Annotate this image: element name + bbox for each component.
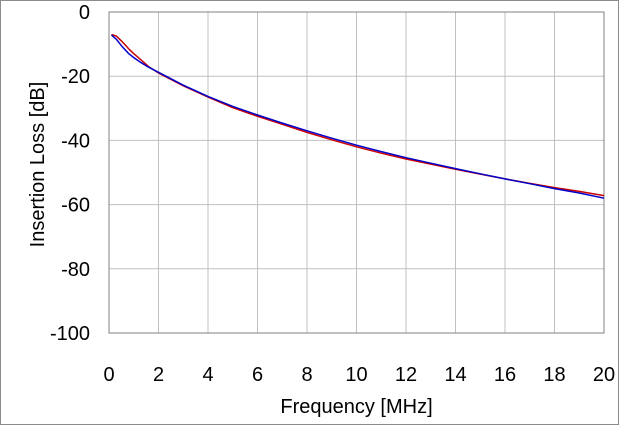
- y-tick-label: -40: [61, 130, 90, 152]
- series-line-2: [111, 34, 605, 199]
- x-tick-label: 20: [593, 364, 615, 386]
- grid: [108, 11, 605, 334]
- series-group: [111, 33, 605, 199]
- y-tick-label: -60: [61, 195, 90, 217]
- x-tick-label: 8: [301, 364, 312, 386]
- y-tick-label: 0: [79, 2, 90, 24]
- series-line-1: [111, 33, 605, 197]
- x-tick-label: 12: [395, 364, 417, 386]
- x-tick-label: 18: [543, 364, 565, 386]
- y-tick-label: -20: [61, 66, 90, 88]
- x-tick-label: 4: [202, 364, 213, 386]
- x-tick-labels: 0 2 4 6 8 10 12 14 16 18 20: [103, 364, 615, 386]
- x-tick-label: 14: [444, 364, 466, 386]
- x-tick-label: 16: [494, 364, 516, 386]
- y-tick-label: -100: [50, 323, 90, 345]
- x-tick-label: 10: [345, 364, 367, 386]
- x-tick-label: 0: [103, 364, 114, 386]
- x-tick-label: 2: [153, 364, 164, 386]
- plot-area-border: [108, 11, 605, 334]
- y-tick-label: -80: [61, 259, 90, 281]
- y-tick-labels: 0 -20 -40 -60 -80 -100: [50, 2, 90, 345]
- x-tick-label: 6: [252, 364, 263, 386]
- x-axis-title: Frequency [MHz]: [280, 396, 432, 418]
- y-axis-title: Insertion Loss [dB]: [27, 82, 49, 248]
